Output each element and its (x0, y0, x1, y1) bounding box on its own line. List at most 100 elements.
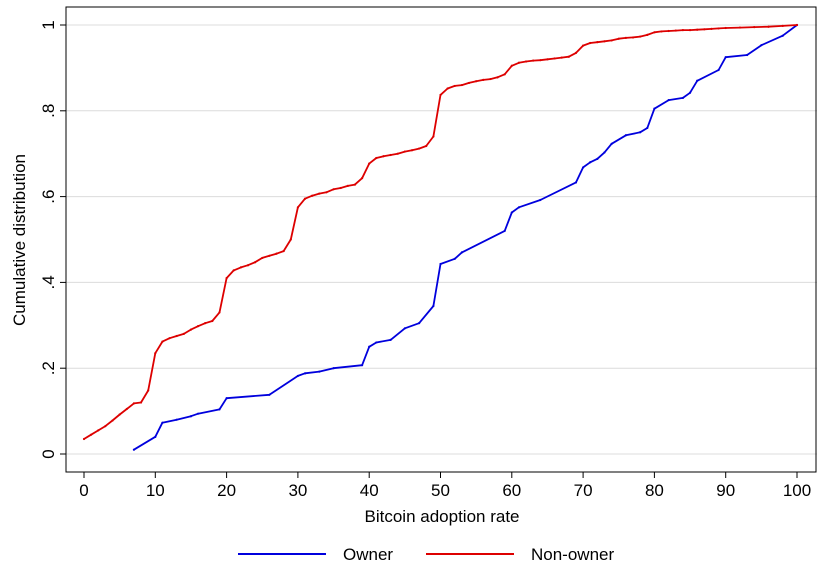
series-point-non-owner-75 (617, 37, 620, 40)
series-point-non-owner-42 (382, 155, 385, 158)
y-tick-label-1: .2 (39, 361, 58, 375)
series-point-owner-21 (453, 257, 456, 260)
series-point-non-owner-91 (738, 26, 742, 29)
series-point-owner-3 (175, 418, 178, 421)
series-point-non-owner-73 (603, 40, 606, 43)
series-point-non-owner-86 (696, 28, 699, 31)
series-point-non-owner-92 (753, 26, 756, 29)
series-point-non-owner-0 (82, 437, 86, 441)
series-point-non-owner-74 (610, 39, 613, 42)
series-point-owner-12 (332, 367, 335, 370)
series-point-non-owner-47 (418, 147, 421, 150)
series-point-non-owner-72 (596, 41, 599, 44)
series-point-non-owner-23 (246, 264, 250, 267)
series-point-owner-39 (688, 91, 692, 94)
series-point-non-owner-7 (132, 402, 136, 405)
series-point-non-owner-62 (524, 60, 528, 63)
series-point-owner-43 (745, 53, 749, 57)
series-point-non-owner-36 (339, 186, 342, 190)
series-point-owner-14 (368, 345, 371, 348)
x-tick-label-4: 40 (360, 481, 379, 500)
series-point-non-owner-85 (688, 29, 692, 32)
series-point-non-owner-40 (368, 162, 371, 165)
series-point-non-owner-6 (125, 407, 128, 411)
series-point-non-owner-31 (303, 197, 307, 200)
series-point-non-owner-76 (624, 36, 627, 39)
y-tick-label-0: 0 (39, 449, 58, 458)
y-tick-label-4: .8 (39, 104, 58, 118)
y-tick-label-2: .4 (39, 275, 58, 289)
series-point-non-owner-13 (175, 334, 178, 338)
series-point-owner-15 (375, 341, 378, 344)
series-point-owner-23 (503, 229, 506, 233)
series-point-non-owner-80 (653, 31, 656, 34)
series-point-non-owner-14 (182, 332, 185, 335)
series-point-non-owner-8 (139, 401, 143, 404)
x-tick-label-10: 100 (783, 481, 811, 500)
series-point-non-owner-41 (375, 156, 378, 160)
series-point-non-owner-11 (161, 340, 164, 343)
x-axis-title: Bitcoin adoption rate (365, 507, 520, 526)
series-point-non-owner-24 (254, 261, 257, 264)
series-point-non-owner-63 (532, 59, 535, 62)
x-tick-label-8: 80 (645, 481, 664, 500)
series-point-owner-18 (418, 322, 421, 325)
series-point-owner-37 (667, 98, 670, 102)
series-point-non-owner-78 (639, 35, 642, 38)
series-point-non-owner-53 (460, 83, 463, 87)
series-point-non-owner-48 (425, 144, 428, 148)
series-point-non-owner-50 (439, 93, 442, 97)
series-point-owner-17 (403, 327, 406, 330)
series-point-non-owner-52 (453, 84, 456, 88)
series-point-owner-10 (303, 372, 307, 375)
x-axis: 0 10 20 30 40 50 60 70 80 90 100 (79, 472, 811, 500)
x-tick-label-2: 20 (217, 481, 236, 500)
series-point-non-owner-93 (767, 25, 770, 28)
series-point-non-owner-2 (97, 429, 100, 432)
x-tick-label-5: 50 (431, 481, 450, 500)
series-point-owner-29 (589, 161, 592, 164)
series-point-non-owner-77 (631, 36, 635, 39)
series-point-owner-31 (603, 151, 606, 154)
series-point-non-owner-38 (353, 183, 357, 186)
series-point-non-owner-46 (410, 149, 414, 152)
y-axis: 0 .2 .4 .6 .8 1 (39, 20, 66, 459)
series-point-non-owner-56 (482, 78, 485, 82)
series-point-non-owner-39 (360, 177, 364, 180)
series-point-non-owner-34 (325, 191, 328, 194)
x-tick-label-6: 60 (502, 481, 521, 500)
series-point-owner-26 (539, 198, 542, 202)
legend-label-non-owner: Non-owner (531, 545, 614, 564)
series-point-non-owner-25 (261, 256, 264, 260)
series-point-non-owner-3 (104, 425, 107, 428)
series-point-non-owner-27 (275, 252, 278, 255)
series-point-non-owner-28 (282, 249, 285, 253)
series-point-non-owner-55 (475, 80, 478, 83)
series-point-non-owner-16 (196, 325, 200, 328)
series-point-non-owner-9 (147, 389, 150, 392)
series-point-non-owner-44 (396, 152, 399, 155)
series-point-non-owner-37 (346, 184, 349, 187)
series-point-non-owner-4 (111, 419, 114, 422)
series-point-non-owner-20 (225, 277, 228, 280)
series-point-non-owner-19 (218, 311, 221, 314)
series-point-non-owner-66 (553, 57, 556, 60)
series-point-non-owner-90 (724, 26, 727, 30)
x-tick-label-1: 10 (146, 481, 165, 500)
series-point-non-owner-45 (403, 150, 406, 153)
series-point-owner-4 (189, 415, 193, 418)
series-point-non-owner-43 (389, 153, 392, 157)
series-point-non-owner-69 (574, 51, 578, 54)
series-line-non-owner (83, 24, 798, 440)
series-point-owner-24 (510, 211, 513, 214)
gridlines (66, 24, 817, 455)
series-point-owner-44 (760, 44, 763, 47)
series-point-non-owner-71 (589, 41, 592, 45)
series-point-non-owner-95 (795, 23, 799, 27)
series-point-non-owner-49 (432, 135, 435, 138)
series-point-non-owner-15 (189, 328, 193, 331)
series-point-non-owner-89 (717, 27, 720, 30)
series-point-non-owner-81 (660, 30, 663, 33)
series-point-non-owner-61 (517, 61, 521, 64)
x-tick-label-0: 0 (79, 481, 88, 500)
